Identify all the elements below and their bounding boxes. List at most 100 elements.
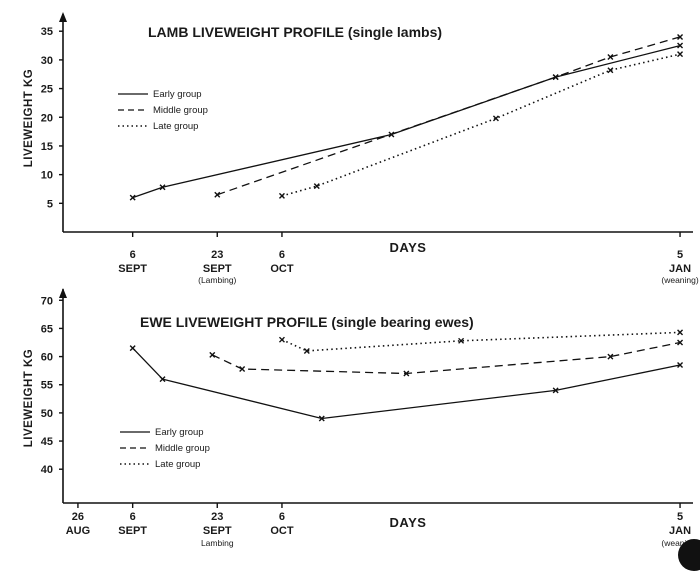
ewe-xtick-label2: SEPT bbox=[118, 525, 147, 537]
lamb-point-middle bbox=[214, 191, 221, 198]
ewe-point-middle bbox=[209, 351, 216, 358]
ewe-chart-title: EWE LIVEWEIGHT PROFILE (single bearing e… bbox=[140, 314, 474, 330]
ewe-ytick-label: 70 bbox=[41, 295, 53, 307]
lamb-xtick-label: 23 bbox=[211, 249, 223, 261]
lamb-point-late bbox=[492, 115, 499, 122]
ewe-point-late bbox=[278, 336, 285, 343]
lamb-xtick: 23 SEPT (Lambing) bbox=[198, 232, 237, 285]
lamb-xtick-label: 6 bbox=[279, 249, 285, 261]
lamb-points bbox=[129, 33, 684, 201]
lamb-series-line-late bbox=[281, 53, 681, 197]
ewe-point-middle bbox=[607, 353, 614, 360]
ewe-legend-late: Late group bbox=[155, 459, 200, 470]
ewe-xtick: 6 SEPT bbox=[118, 503, 147, 537]
lamb-point-early bbox=[159, 184, 166, 191]
lamb-ytick-label: 30 bbox=[41, 55, 53, 67]
ewe-point-early bbox=[677, 362, 684, 369]
ewe-xtick-label: 6 bbox=[130, 511, 136, 523]
lamb-x-axis-label: DAYS bbox=[390, 240, 427, 255]
ewe-point-early bbox=[318, 415, 325, 422]
lamb-xtick: 6 SEPT bbox=[118, 232, 147, 275]
lamb-point-middle bbox=[607, 54, 614, 61]
lamb-legend-early: Early group bbox=[153, 89, 202, 100]
ewe-point-middle bbox=[677, 339, 684, 346]
lamb-liveweight-chart: LAMB LIVEWEIGHT PROFILE (single lambs) L… bbox=[23, 12, 699, 285]
lamb-xtick-label2: JAN bbox=[669, 263, 691, 275]
lamb-ytick-label: 20 bbox=[41, 112, 53, 124]
ewe-point-late bbox=[677, 329, 684, 336]
ewe-point-early bbox=[129, 345, 136, 352]
ewe-xtick-label2: OCT bbox=[270, 525, 294, 537]
ewe-point-late bbox=[303, 347, 310, 354]
ewe-xtick-label2: SEPT bbox=[203, 525, 232, 537]
ewe-ytick-label: 65 bbox=[41, 323, 53, 335]
ewe-xtick: 6 OCT bbox=[270, 503, 294, 537]
ewe-xtick-label: 5 bbox=[677, 511, 683, 523]
ewe-ytick-label: 55 bbox=[41, 380, 53, 392]
ewe-series-line-late bbox=[281, 331, 681, 352]
ewe-y-axis-arrow bbox=[59, 288, 67, 298]
ewe-point-middle bbox=[403, 370, 410, 377]
lamb-series bbox=[129, 33, 684, 201]
lamb-xtick: 6 OCT bbox=[270, 232, 294, 275]
ewe-xtick-label2: JAN bbox=[669, 525, 691, 537]
lamb-y-ticks: 5 10 15 20 25 30 35 bbox=[41, 26, 63, 210]
lamb-xtick-label2: OCT bbox=[270, 263, 294, 275]
ewe-legend: Early group Middle group Late group bbox=[120, 427, 210, 470]
lamb-chart-title: LAMB LIVEWEIGHT PROFILE (single lambs) bbox=[148, 24, 442, 40]
lamb-point-late bbox=[313, 183, 320, 190]
lamb-point-early bbox=[388, 131, 395, 138]
lamb-point-middle bbox=[677, 33, 684, 40]
lamb-xtick-sub: (Lambing) bbox=[198, 275, 236, 285]
lamb-xtick-label2: SEPT bbox=[118, 263, 147, 275]
lamb-xtick-label: 5 bbox=[677, 249, 683, 261]
ewe-points bbox=[129, 329, 684, 422]
ewe-y-axis-label: LIVEWEIGHT KG bbox=[23, 349, 35, 448]
lamb-point-early bbox=[129, 194, 136, 201]
ewe-legend-early: Early group bbox=[155, 427, 204, 438]
lamb-xtick-label: 6 bbox=[130, 249, 136, 261]
lamb-xtick-label2: SEPT bbox=[203, 263, 232, 275]
lamb-y-axis-label: LIVEWEIGHT KG bbox=[23, 69, 35, 168]
lamb-x-ticks: 6 SEPT 23 SEPT (Lambing) 6 OCT 5 JAN (we… bbox=[118, 232, 699, 285]
lamb-point-late bbox=[607, 67, 614, 74]
ewe-xtick-label: 26 bbox=[72, 511, 84, 523]
lamb-ytick-label: 25 bbox=[41, 84, 53, 96]
ewe-x-ticks: 26 AUG 6 SEPT 23 SEPT Lambing 6 OCT bbox=[66, 503, 699, 548]
ewe-point-early bbox=[552, 387, 559, 394]
lamb-series-line-middle bbox=[217, 36, 681, 196]
ewe-point-middle bbox=[239, 365, 246, 372]
lamb-xtick: 5 JAN (weaning) bbox=[661, 232, 699, 285]
ewe-ytick-label: 40 bbox=[41, 464, 53, 476]
ewe-point-late bbox=[458, 337, 465, 344]
lamb-point-late bbox=[278, 192, 285, 199]
ewe-xtick-label: 6 bbox=[279, 511, 285, 523]
ewe-xtick: 26 AUG bbox=[66, 503, 90, 537]
ewe-x-axis-label: DAYS bbox=[390, 515, 427, 530]
lamb-point-late bbox=[677, 51, 684, 58]
ewe-legend-middle: Middle group bbox=[155, 443, 210, 454]
ewe-xtick: 5 JAN (weaning) bbox=[661, 503, 699, 548]
lamb-ytick-label: 10 bbox=[41, 170, 53, 182]
corner-mark bbox=[678, 539, 700, 571]
ewe-xtick-sub: (weaning) bbox=[661, 538, 698, 548]
lamb-ytick-label: 15 bbox=[41, 141, 53, 153]
ewe-series-line-early bbox=[132, 347, 681, 420]
ewe-liveweight-chart: EWE LIVEWEIGHT PROFILE (single bearing e… bbox=[23, 288, 699, 548]
ewe-point-early bbox=[159, 376, 166, 383]
ewe-xtick-label: 23 bbox=[211, 511, 223, 523]
ewe-y-ticks: 40 45 50 55 60 65 70 bbox=[41, 295, 63, 476]
lamb-y-axis-arrow bbox=[59, 12, 67, 22]
lamb-series-line-early bbox=[132, 44, 681, 199]
ewe-ytick-label: 60 bbox=[41, 352, 53, 364]
ewe-series bbox=[129, 329, 684, 422]
lamb-point-early bbox=[677, 42, 684, 49]
lamb-ytick-label: 5 bbox=[47, 198, 53, 210]
lamb-xtick-sub: (weaning) bbox=[661, 275, 698, 285]
ewe-ytick-label: 50 bbox=[41, 408, 53, 420]
lamb-legend-late: Late group bbox=[153, 121, 198, 132]
lamb-legend: Early group Middle group Late group bbox=[118, 89, 208, 132]
ewe-ytick-label: 45 bbox=[41, 436, 53, 448]
lamb-legend-middle: Middle group bbox=[153, 105, 208, 116]
